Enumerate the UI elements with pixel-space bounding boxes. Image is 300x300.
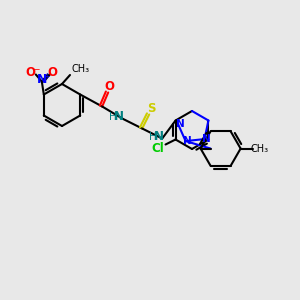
- Text: N: N: [154, 130, 164, 143]
- Text: N: N: [114, 110, 124, 123]
- Text: −: −: [32, 64, 40, 73]
- Text: CH₃: CH₃: [72, 64, 90, 74]
- Text: Cl: Cl: [151, 142, 164, 155]
- Text: O: O: [104, 80, 114, 93]
- Text: CH₃: CH₃: [250, 144, 269, 154]
- Text: +: +: [43, 72, 50, 81]
- Text: N: N: [202, 134, 211, 144]
- Text: H: H: [149, 131, 157, 142]
- Text: S: S: [147, 102, 155, 115]
- Text: N: N: [183, 136, 192, 146]
- Text: O: O: [48, 66, 58, 79]
- Text: O: O: [26, 66, 36, 79]
- Text: N: N: [176, 119, 184, 129]
- Text: H: H: [109, 112, 117, 122]
- Text: N: N: [37, 73, 47, 86]
